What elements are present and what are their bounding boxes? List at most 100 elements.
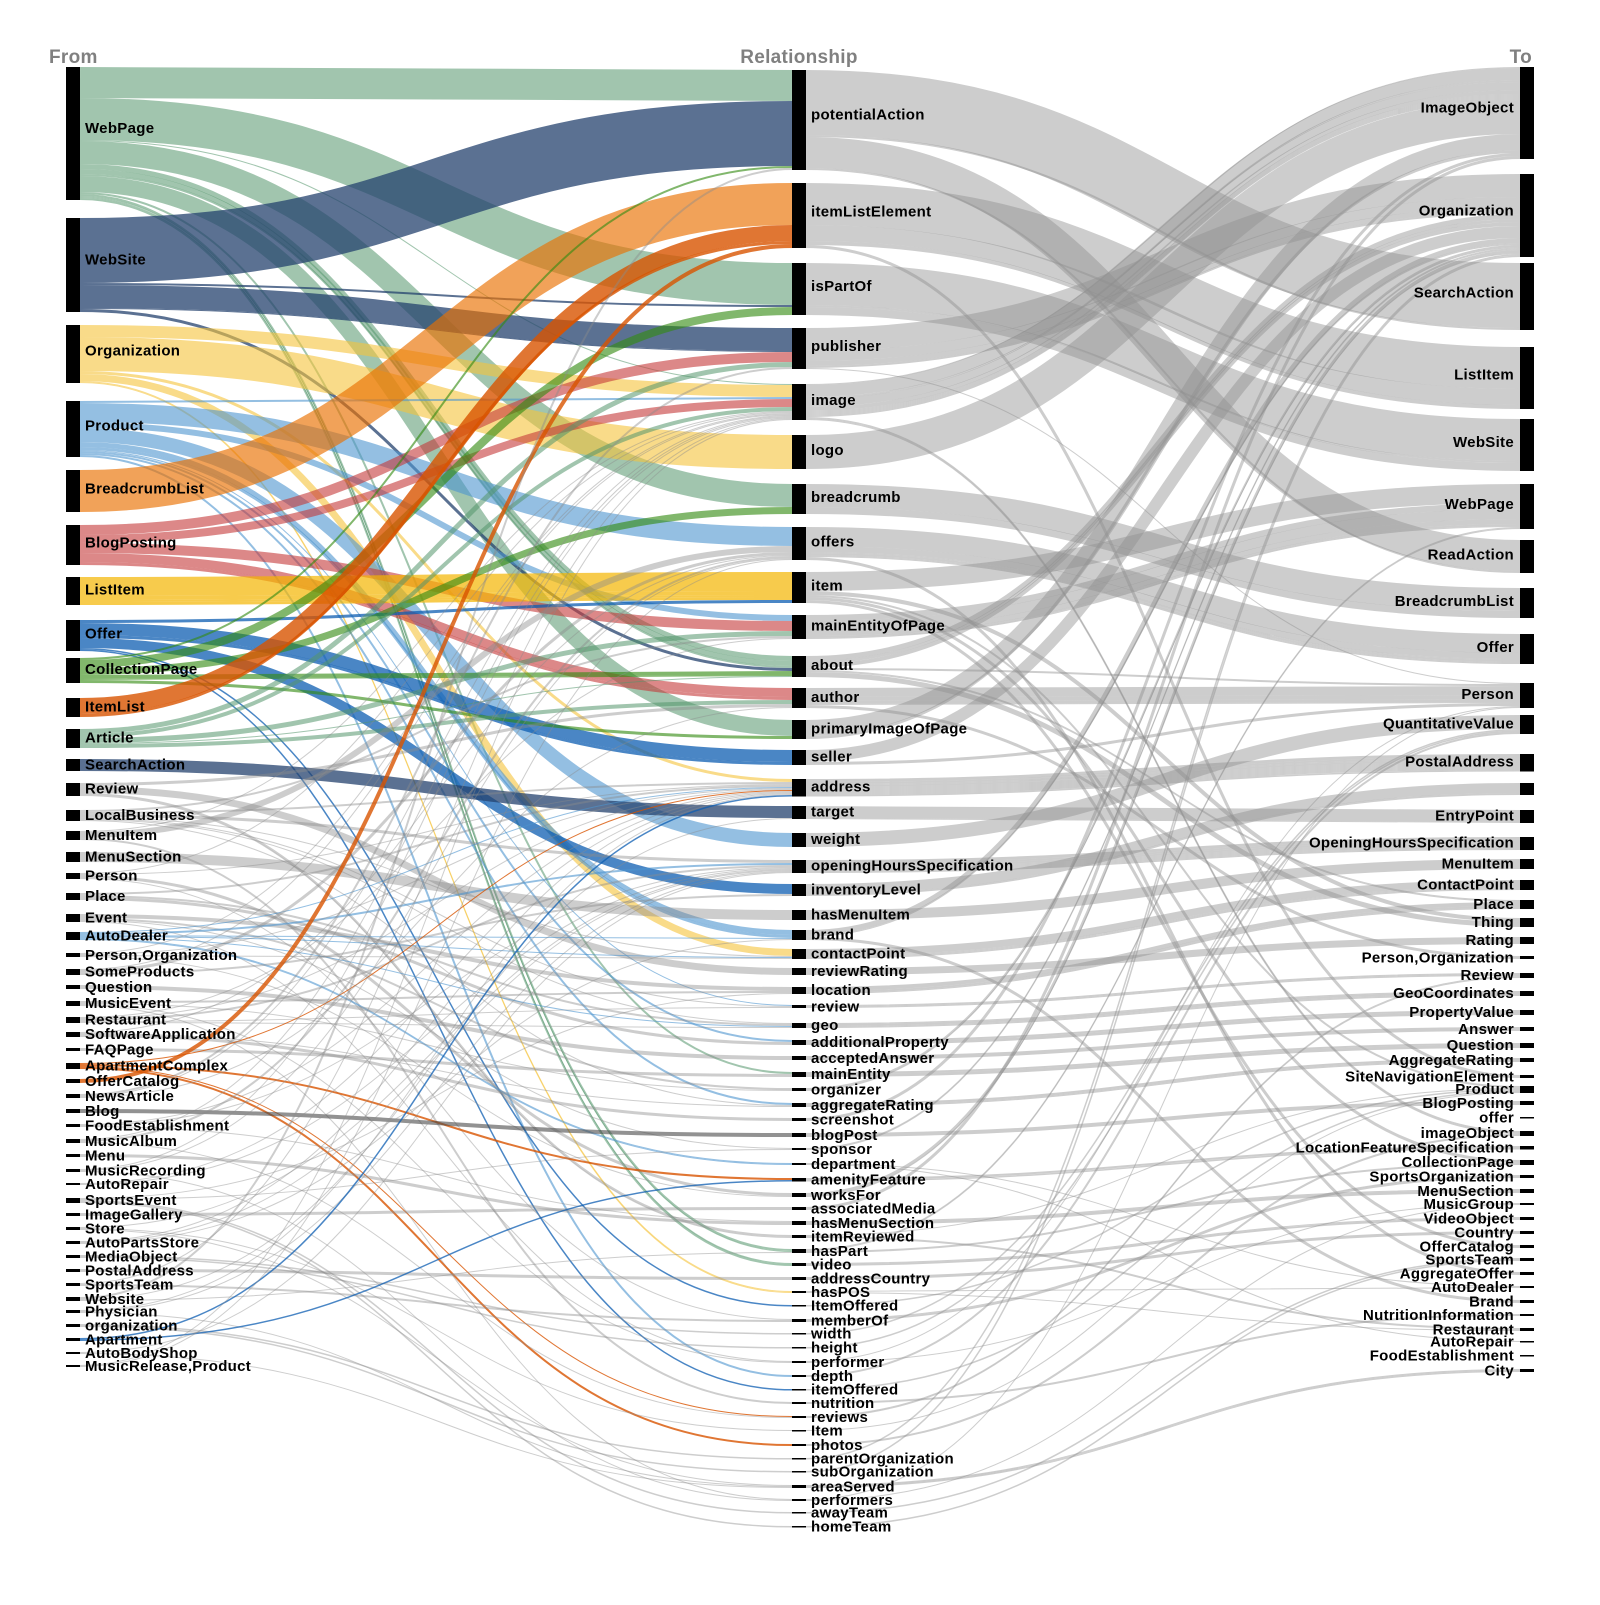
svg-text:CollectionPage: CollectionPage (1401, 1154, 1514, 1171)
svg-text:SearchAction: SearchAction (85, 756, 185, 773)
svg-text:GeoCoordinates: GeoCoordinates (1393, 985, 1514, 1002)
svg-text:LocationFeatureSpecification: LocationFeatureSpecification (1296, 1140, 1514, 1157)
svg-text:MenuItem: MenuItem (85, 827, 157, 844)
svg-text:mainEntityOfPage: mainEntityOfPage (811, 618, 945, 635)
svg-text:organizer: organizer (811, 1081, 881, 1098)
svg-text:BreadcrumbList: BreadcrumbList (85, 481, 204, 498)
svg-text:addressCountry: addressCountry (811, 1270, 931, 1287)
svg-text:weight: weight (810, 831, 860, 848)
svg-text:isPartOf: isPartOf (811, 278, 872, 295)
svg-text:AutoDealer: AutoDealer (1431, 1279, 1514, 1296)
svg-text:homeTeam: homeTeam (811, 1519, 891, 1536)
svg-text:SportsOrganization: SportsOrganization (1369, 1168, 1514, 1185)
svg-text:SomeProducts: SomeProducts (85, 964, 194, 981)
svg-text:Item: Item (811, 1423, 843, 1440)
svg-text:offers: offers (811, 534, 854, 551)
svg-text:itemReviewed: itemReviewed (811, 1228, 915, 1245)
svg-text:Offer: Offer (85, 626, 122, 643)
svg-text:OfferCatalog: OfferCatalog (85, 1073, 179, 1090)
svg-text:acceptedAnswer: acceptedAnswer (811, 1050, 934, 1067)
svg-text:ItemOffered: ItemOffered (811, 1298, 899, 1315)
svg-text:areaServed: areaServed (811, 1478, 895, 1495)
svg-text:ContactPoint: ContactPoint (1417, 876, 1514, 893)
svg-text:Event: Event (85, 910, 127, 927)
svg-text:sponsor: sponsor (811, 1141, 872, 1158)
svg-text:MenuItem: MenuItem (1442, 855, 1514, 872)
svg-text:Question: Question (1447, 1037, 1514, 1054)
svg-text:publisher: publisher (811, 338, 881, 355)
svg-text:itemOffered: itemOffered (811, 1382, 899, 1399)
svg-text:subOrganization: subOrganization (811, 1464, 934, 1481)
svg-text:Restaurant: Restaurant (1433, 1321, 1514, 1338)
svg-text:Person,Organization: Person,Organization (85, 947, 237, 964)
svg-text:location: location (811, 982, 871, 999)
svg-text:SiteNavigationElement: SiteNavigationElement (1345, 1068, 1514, 1085)
svg-text:performer: performer (811, 1354, 885, 1371)
svg-text:ReadAction: ReadAction (1428, 547, 1514, 564)
svg-text:LocalBusiness: LocalBusiness (85, 807, 195, 824)
svg-text:AutoRepair: AutoRepair (85, 1176, 169, 1193)
svg-text:performers: performers (811, 1492, 893, 1509)
svg-text:target: target (811, 804, 854, 821)
svg-text:WebPage: WebPage (1445, 496, 1514, 513)
svg-text:inventoryLevel: inventoryLevel (811, 881, 921, 898)
svg-text:PropertyValue: PropertyValue (1409, 1004, 1514, 1021)
svg-text:AggregateRating: AggregateRating (1389, 1052, 1514, 1069)
svg-text:screenshot: screenshot (811, 1111, 894, 1128)
svg-text:Person: Person (1461, 686, 1514, 703)
svg-text:seller: seller (811, 749, 852, 766)
svg-text:Review: Review (85, 781, 139, 798)
svg-text:item: item (811, 578, 843, 595)
svg-text:itemListElement: itemListElement (811, 204, 931, 221)
svg-text:department: department (811, 1156, 896, 1173)
svg-text:offer: offer (1479, 1110, 1514, 1127)
svg-text:hasPart: hasPart (811, 1243, 868, 1260)
svg-text:Organization: Organization (85, 343, 180, 360)
svg-text:NutritionInformation: NutritionInformation (1363, 1307, 1514, 1324)
svg-text:photos: photos (811, 1437, 863, 1454)
svg-text:height: height (811, 1340, 858, 1357)
svg-text:SearchAction: SearchAction (1414, 285, 1514, 302)
svg-text:depth: depth (811, 1368, 853, 1385)
svg-text:SportsTeam: SportsTeam (1425, 1251, 1514, 1268)
svg-text:Answer: Answer (1458, 1021, 1514, 1038)
svg-text:Physician: Physician (85, 1303, 158, 1320)
svg-text:MusicRecording: MusicRecording (85, 1162, 206, 1179)
svg-text:parentOrganization: parentOrganization (811, 1451, 954, 1468)
svg-text:FoodEstablishment: FoodEstablishment (1370, 1348, 1514, 1365)
svg-text:Apartment: Apartment (85, 1331, 163, 1348)
svg-text:hasPOS: hasPOS (811, 1284, 870, 1301)
svg-text:MusicEvent: MusicEvent (85, 995, 171, 1012)
svg-text:Blog: Blog (85, 1103, 120, 1120)
svg-text:imageObject: imageObject (1421, 1125, 1514, 1142)
svg-text:Restaurant: Restaurant (85, 1012, 166, 1029)
svg-text:SportsEvent: SportsEvent (85, 1192, 177, 1209)
svg-text:blogPost: blogPost (811, 1127, 878, 1144)
svg-text:AutoBodyShop: AutoBodyShop (85, 1345, 198, 1362)
svg-text:AutoDealer: AutoDealer (85, 928, 168, 945)
svg-text:geo: geo (811, 1017, 839, 1034)
svg-text:contactPoint: contactPoint (811, 945, 905, 962)
svg-text:breadcrumb: breadcrumb (811, 489, 901, 506)
svg-text:CollectionPage: CollectionPage (85, 661, 198, 678)
svg-text:PostalAddress: PostalAddress (1405, 754, 1514, 771)
svg-text:WebSite: WebSite (1453, 434, 1514, 451)
svg-text:MediaObject: MediaObject (85, 1248, 178, 1265)
svg-text:ImageObject: ImageObject (1421, 100, 1514, 117)
svg-text:Relationship: Relationship (740, 47, 858, 68)
svg-text:Person: Person (85, 868, 138, 885)
svg-text:Offer: Offer (1477, 639, 1514, 656)
svg-text:FoodEstablishment: FoodEstablishment (85, 1117, 229, 1134)
svg-text:logo: logo (811, 442, 844, 459)
svg-text:OpeningHoursSpecification: OpeningHoursSpecification (1309, 835, 1514, 852)
svg-text:FAQPage: FAQPage (85, 1041, 154, 1058)
svg-text:video: video (811, 1256, 852, 1273)
svg-text:amenityFeature: amenityFeature (811, 1172, 926, 1189)
svg-text:ListItem: ListItem (1454, 366, 1514, 383)
svg-text:MusicRelease,Product: MusicRelease,Product (85, 1358, 251, 1375)
svg-text:City: City (1484, 1362, 1514, 1379)
svg-text:Organization: Organization (1419, 203, 1514, 220)
svg-text:Brand: Brand (1469, 1293, 1514, 1310)
svg-text:brand: brand (811, 926, 854, 943)
svg-text:organization: organization (85, 1317, 178, 1334)
